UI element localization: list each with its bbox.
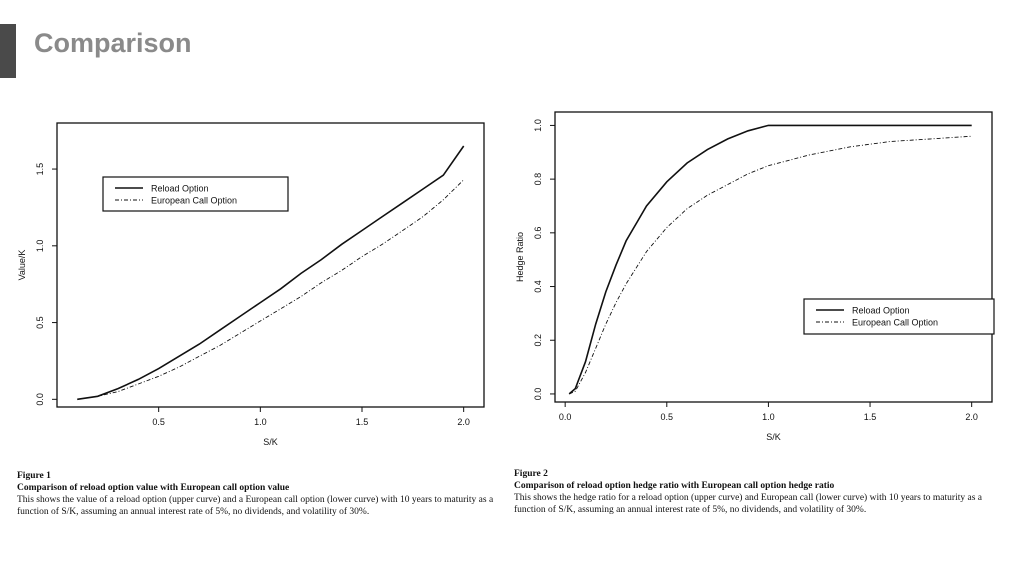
figure-2-number: Figure 2 bbox=[514, 469, 548, 479]
y-tick-label: 0.2 bbox=[533, 334, 543, 347]
figure-1-caption: Figure 1 Comparison of reload option val… bbox=[17, 470, 497, 518]
figure-1-description: This shows the value of a reload option … bbox=[17, 495, 494, 517]
figure-2-title: Comparison of reload option hedge ratio … bbox=[514, 481, 835, 491]
y-axis-label: Value/K bbox=[17, 250, 27, 281]
figure-1-chart: 0.5 1.0 1.5 2.0 0.0 0.5 1.0 1.5 S/K Value/K Reload… bbox=[17, 122, 485, 447]
y-tick-label: 0.6 bbox=[533, 227, 543, 240]
x-tick-label: 0.5 bbox=[152, 417, 165, 427]
reload-option-line bbox=[77, 145, 465, 401]
legend-european-label: European Call Option bbox=[852, 318, 938, 328]
y-tick-label: 0.0 bbox=[533, 388, 543, 401]
x-tick-label: 1.0 bbox=[254, 417, 267, 427]
figure-1-title: Comparison of reload option value with E… bbox=[17, 483, 290, 493]
y-tick-label: 0.8 bbox=[533, 173, 543, 186]
legend-box bbox=[803, 298, 995, 335]
x-tick-label: 2.0 bbox=[965, 412, 978, 422]
x-axis-label: S/K bbox=[766, 432, 781, 442]
figure-2-description: This shows the hedge ratio for a reload … bbox=[514, 493, 982, 515]
x-tick-label: 1.5 bbox=[356, 417, 369, 427]
plot-frame bbox=[554, 111, 993, 403]
title-accent-bar bbox=[0, 24, 16, 78]
y-tick-label: 0.4 bbox=[533, 280, 543, 293]
y-axis-label: Hedge Ratio bbox=[515, 232, 525, 282]
european-call-line bbox=[77, 179, 465, 400]
x-tick-label: 0.0 bbox=[559, 412, 572, 422]
slide-title: Comparison bbox=[34, 28, 192, 58]
x-tick-label: 2.0 bbox=[457, 417, 470, 427]
y-tick-label: 1.0 bbox=[533, 119, 543, 132]
x-axis-label: S/K bbox=[263, 437, 278, 447]
y-tick-label: 0.0 bbox=[35, 393, 45, 406]
y-tick-label: 0.5 bbox=[35, 316, 45, 329]
y-tick-label: 1.0 bbox=[35, 240, 45, 253]
x-tick-label: 1.5 bbox=[864, 412, 877, 422]
figure-2-chart: 0.0 0.5 1.0 1.5 2.0 0.0 0.2 0.4 0.6 0.8 1.0 S/K Hedg… bbox=[515, 111, 995, 442]
legend-european-label: European Call Option bbox=[151, 196, 237, 206]
legend-reload-label: Reload Option bbox=[852, 306, 910, 316]
plot-frame bbox=[56, 122, 485, 408]
legend-reload-label: Reload Option bbox=[151, 184, 209, 194]
x-tick-label: 0.5 bbox=[661, 412, 674, 422]
y-tick-label: 1.5 bbox=[35, 163, 45, 176]
x-tick-label: 1.0 bbox=[762, 412, 775, 422]
legend-box bbox=[102, 176, 289, 212]
figure-2-caption: Figure 2 Comparison of reload option hed… bbox=[514, 468, 1004, 516]
european-call-line bbox=[569, 135, 972, 395]
reload-option-line bbox=[568, 124, 972, 395]
figure-1-number: Figure 1 bbox=[17, 471, 51, 481]
